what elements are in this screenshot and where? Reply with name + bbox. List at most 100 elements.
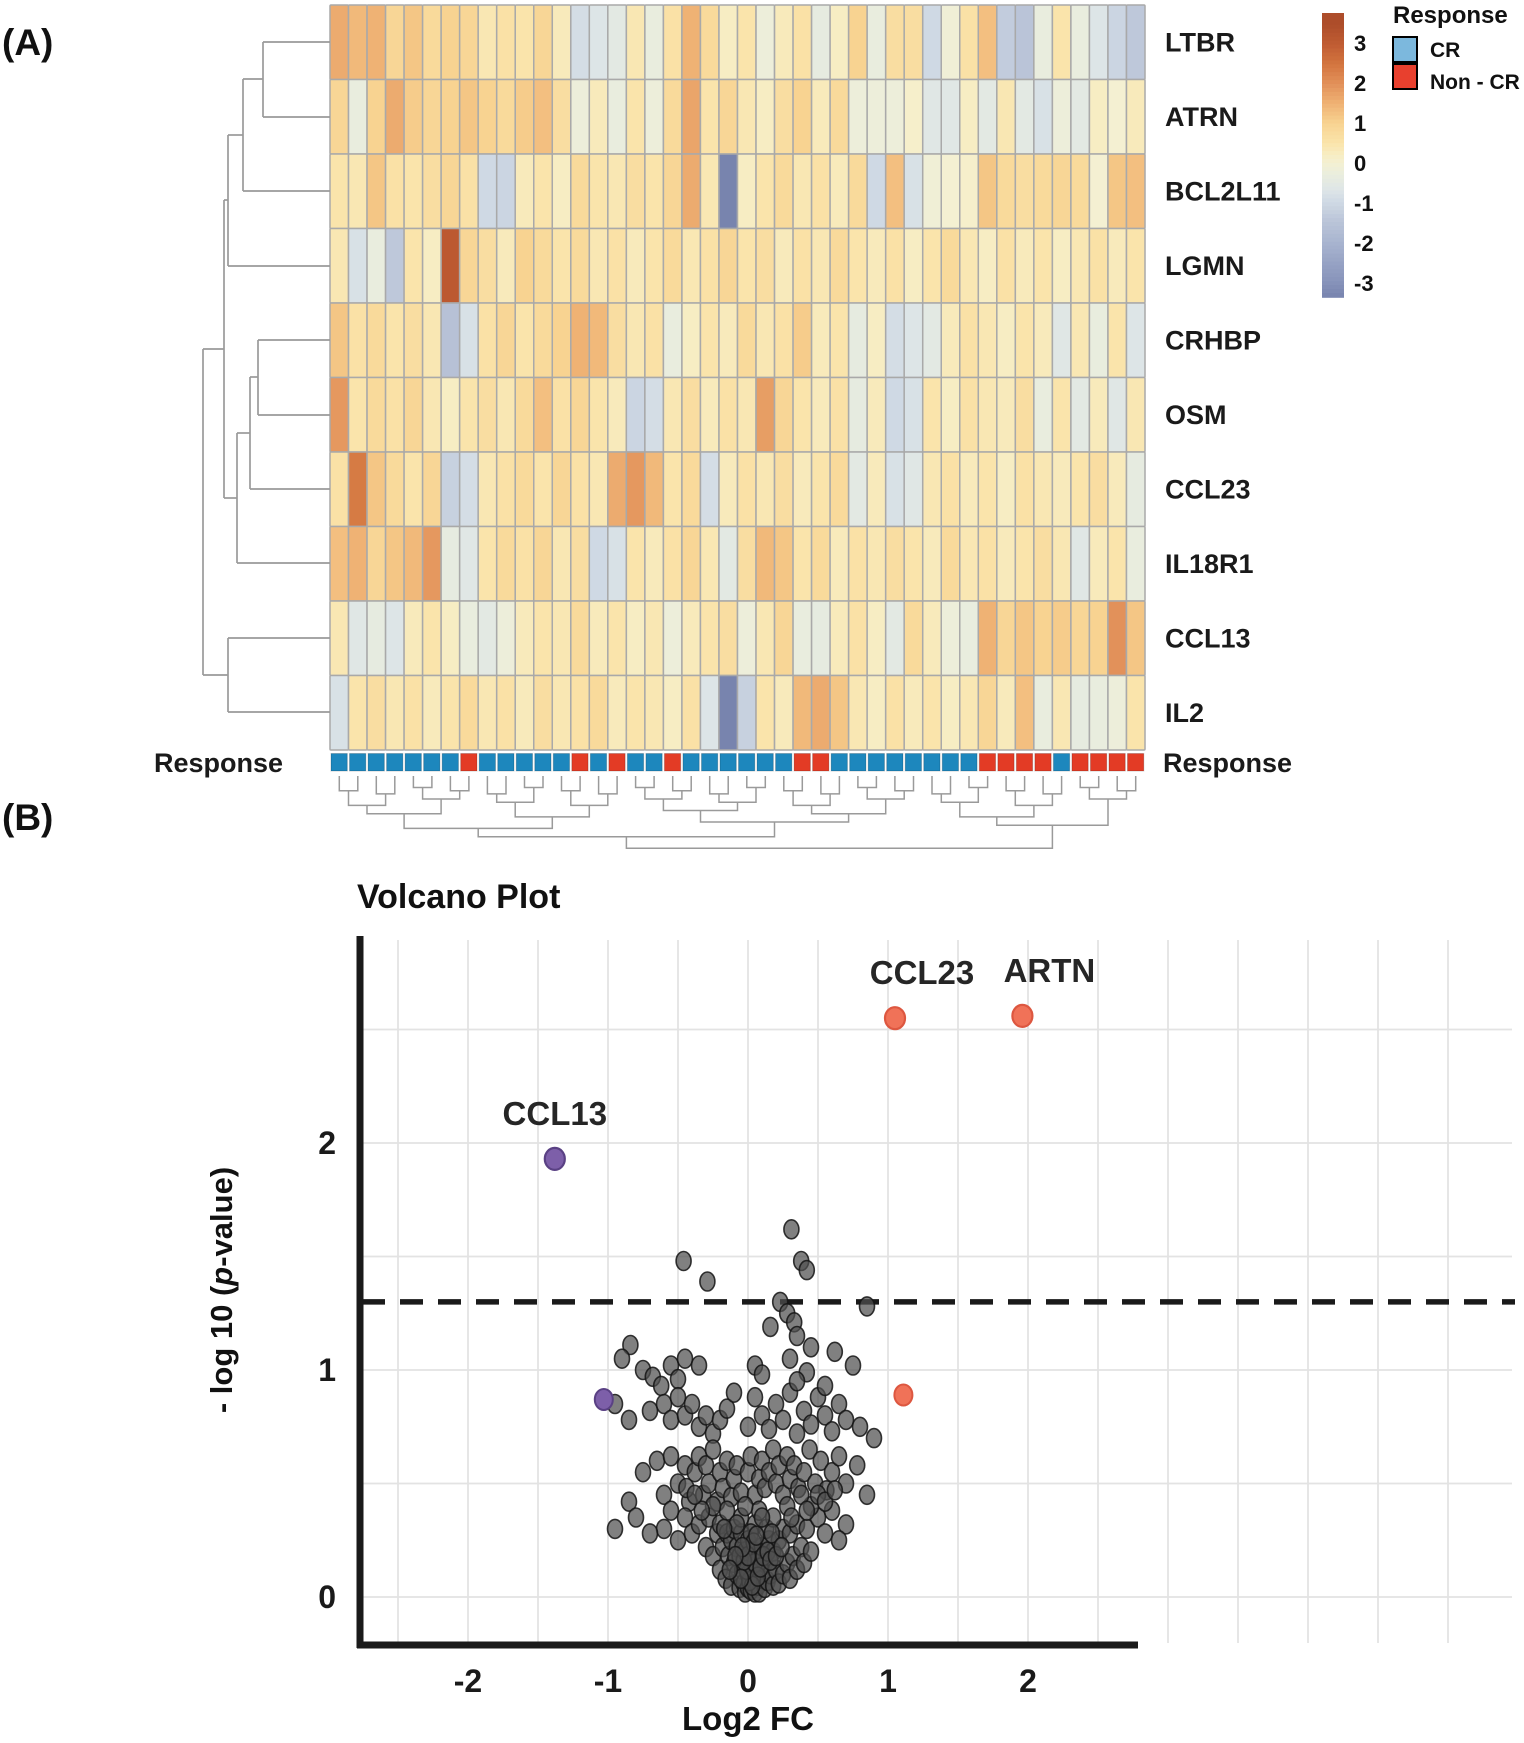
gene-label: LGMN xyxy=(1165,251,1244,281)
response-annotation-cell xyxy=(1126,753,1145,772)
heatmap-cell xyxy=(514,376,535,453)
heatmap-cell xyxy=(329,4,350,81)
heatmap-cell xyxy=(644,525,665,602)
scatter-point xyxy=(641,1400,659,1422)
heatmap-cell xyxy=(366,153,387,230)
heatmap-cell xyxy=(829,153,850,230)
colorbar-segment xyxy=(1322,68,1344,73)
heatmap-cell xyxy=(699,227,720,304)
heatmap-cell xyxy=(699,78,720,155)
gene-label: BCL2L11 xyxy=(1165,176,1281,206)
heatmap-cell xyxy=(533,451,554,528)
colorbar-segment xyxy=(1322,52,1344,58)
heatmap-cell xyxy=(940,227,961,304)
colorbar-tick: -2 xyxy=(1354,231,1374,256)
heatmap-cell xyxy=(403,525,424,602)
heatmap-cell xyxy=(495,600,516,677)
heatmap-cell xyxy=(1014,153,1035,230)
heatmap-panel: LTBR ATRN BCL2L11 LGMN CRHBP OSM CCL23 IL18R1 CC… xyxy=(154,4,1374,849)
heatmap-cell xyxy=(773,4,794,81)
scatter-point xyxy=(837,1409,855,1431)
gene-label: IL2 xyxy=(1165,698,1204,728)
heatmap-cell xyxy=(903,227,924,304)
heatmap-cell xyxy=(403,153,424,230)
heatmap-cell xyxy=(551,153,572,230)
response-annotation-cell xyxy=(923,753,941,772)
heatmap-cell xyxy=(403,78,424,155)
gene-label: CRHBP xyxy=(1165,325,1261,355)
volcano-panel: Volcano Plot 0 1 2 -2 -1 0 1 2 Log2 FC - log 10 (p… xyxy=(204,878,1515,1737)
response-annotation-cell xyxy=(1108,753,1126,772)
heatmap-cell xyxy=(607,451,628,528)
heatmap-cell xyxy=(959,4,980,81)
heatmap-cell xyxy=(384,600,405,677)
heatmap-cell xyxy=(699,302,720,379)
response-annotation-cell xyxy=(386,753,404,772)
heatmap-cell xyxy=(662,302,683,379)
scatter-point xyxy=(798,1259,816,1281)
heatmap-cell xyxy=(662,153,683,230)
colorbar-segment xyxy=(1322,60,1344,66)
heatmap-cell xyxy=(940,674,961,751)
heatmap-cell xyxy=(421,227,442,304)
heatmap-cell xyxy=(588,451,609,528)
response-annotation-cell xyxy=(441,753,459,772)
scatter-point-colored xyxy=(593,1388,614,1411)
panel-b-label: (B) xyxy=(2,797,54,838)
heatmap-cell xyxy=(681,302,702,379)
colorbar-segment xyxy=(1322,24,1344,30)
heatmap-cell xyxy=(718,78,739,155)
colorbar-segment xyxy=(1322,237,1344,243)
legend-label-noncr: Non - CR xyxy=(1430,71,1520,94)
response-annotation-cell xyxy=(719,753,737,772)
heatmap-cell xyxy=(940,525,961,602)
response-annotation-cell xyxy=(349,753,367,772)
heatmap-cell xyxy=(440,525,461,602)
heatmap-cell xyxy=(810,302,831,379)
scatter-point xyxy=(627,1507,645,1528)
heatmap-cell xyxy=(625,525,646,602)
colorbar-segment xyxy=(1322,143,1344,148)
colorbar-segment xyxy=(1322,218,1344,223)
scatter-point xyxy=(802,1414,820,1435)
colorbar-segment xyxy=(1322,32,1344,38)
heatmap-cell xyxy=(458,674,479,751)
response-annotation-cell xyxy=(589,753,608,772)
colorbar-segment xyxy=(1322,194,1344,200)
heatmap-cell xyxy=(866,451,887,528)
scatter-point xyxy=(669,1386,687,1408)
heatmap-cell xyxy=(421,451,442,528)
scatter-point xyxy=(802,1541,820,1562)
heatmap-cell xyxy=(718,302,739,379)
scatter-point xyxy=(816,1405,834,1426)
heatmap-cell xyxy=(588,78,609,155)
heatmap-cell xyxy=(421,600,442,677)
colorbar-segment xyxy=(1322,56,1344,62)
heatmap-cell xyxy=(644,153,665,230)
colorbar-segment xyxy=(1322,84,1344,89)
colorbar-segment xyxy=(1322,72,1344,77)
heatmap-cell xyxy=(533,525,554,602)
response-annotation-cell xyxy=(1052,753,1071,772)
heatmap-cell xyxy=(866,227,887,304)
heatmap-cell xyxy=(1088,674,1109,751)
scatter-point xyxy=(781,1348,799,1369)
scatter-point-significant xyxy=(543,1146,566,1172)
colorbar-segment xyxy=(1322,36,1344,42)
heatmap-cell xyxy=(588,600,609,677)
heatmap-cell xyxy=(421,4,442,81)
heatmap-cell xyxy=(1125,376,1146,453)
heatmap-cell xyxy=(792,78,813,155)
heatmap-cell xyxy=(625,376,646,453)
heatmap-cell xyxy=(736,376,757,453)
heatmap-cell xyxy=(884,451,905,528)
response-annotation-cell xyxy=(645,753,663,772)
scatter-point xyxy=(851,1416,869,1438)
colorbar-tick: -1 xyxy=(1354,191,1374,216)
heatmap-cell xyxy=(329,600,350,677)
scatter-point xyxy=(715,1518,733,1540)
heatmap-cell xyxy=(477,674,498,751)
gene-label: CCL13 xyxy=(1165,623,1251,653)
heatmap-cell xyxy=(1033,525,1054,602)
